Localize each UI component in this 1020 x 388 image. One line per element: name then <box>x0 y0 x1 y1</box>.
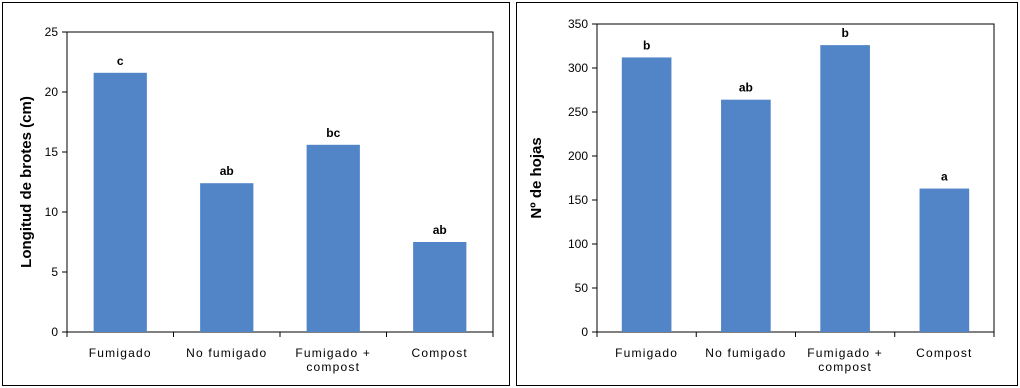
data-label: ab <box>433 223 447 237</box>
chart-panel-longitud: 0 5 10 15 20 25 c Fumigado ab No fumigado bc Fumiga… <box>2 2 510 386</box>
chart-longitud-brotes: 0 5 10 15 20 25 c Fumigado ab No fumigado bc Fumiga… <box>18 25 494 374</box>
y-tick-label: 20 <box>45 85 59 99</box>
y-tick-label: 300 <box>568 61 588 75</box>
data-label: ab <box>739 81 753 95</box>
x-category-label: Compost <box>412 346 468 360</box>
x-category-label: No fumigado <box>186 346 267 360</box>
x-category-label: Fumigado <box>615 346 678 360</box>
y-tick-label: 150 <box>568 193 588 207</box>
y-tick-label: 5 <box>51 265 58 279</box>
chart-panel-hojas: 0 50 100 150 200 250 300 350 b Fumigado ab No fumig… <box>516 2 1018 386</box>
data-label: ab <box>220 164 234 178</box>
x-category-label: Fumigado + compost <box>807 346 883 374</box>
y-tick-label: 100 <box>568 237 588 251</box>
bar-2 <box>306 144 360 332</box>
bar-0 <box>93 72 147 333</box>
data-label: b <box>841 26 848 40</box>
y-tick-label: 200 <box>568 149 588 163</box>
data-label: b <box>643 38 650 52</box>
y-tick-label: 0 <box>581 325 588 339</box>
y-tick-label: 0 <box>51 325 58 339</box>
y-tick-label: 15 <box>45 145 59 159</box>
bar-3 <box>919 188 970 332</box>
y-tick-label: 10 <box>45 205 59 219</box>
x-category-label: Fumigado <box>89 346 152 360</box>
bar-0 <box>621 57 672 332</box>
data-label: a <box>941 170 948 184</box>
y-axis-title: Nº de hojas <box>528 137 545 218</box>
data-label: c <box>117 54 124 68</box>
y-tick-label: 50 <box>575 281 589 295</box>
bar-2 <box>820 45 870 333</box>
y-tick-label: 250 <box>568 105 588 119</box>
data-label: bc <box>326 126 340 140</box>
y-tick-label: 350 <box>568 17 588 31</box>
x-category-label: Fumigado + compost <box>295 346 371 374</box>
bar-1 <box>200 183 254 332</box>
bar-1 <box>721 99 771 333</box>
bar-3 <box>413 242 467 332</box>
y-axis-title: Longitud de brotes (cm) <box>18 96 35 268</box>
x-category-label: Compost <box>916 346 972 360</box>
y-tick-label: 25 <box>45 25 59 39</box>
x-category-label: No fumigado <box>705 346 786 360</box>
